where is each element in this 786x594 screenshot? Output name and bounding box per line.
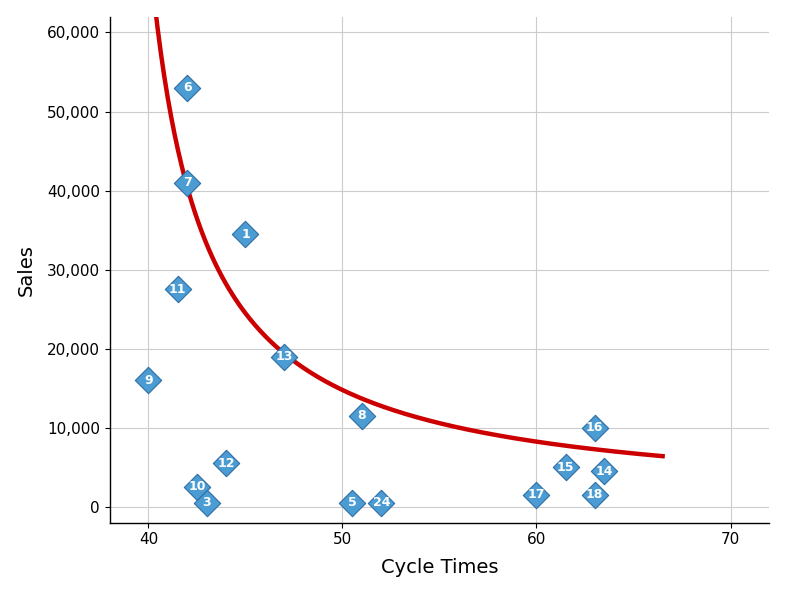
Point (589, 423, 601, 432)
Point (181, 83, 193, 93)
Text: 15: 15 (556, 461, 575, 473)
Point (200, 498, 213, 507)
Point (278, 352, 291, 361)
Text: 12: 12 (217, 457, 235, 470)
Point (531, 490, 543, 500)
Text: 8: 8 (358, 409, 366, 422)
Text: 18: 18 (586, 488, 604, 501)
Text: 16: 16 (586, 421, 604, 434)
Text: 7: 7 (183, 176, 192, 189)
Text: 5: 5 (347, 496, 357, 509)
Point (239, 229, 252, 239)
Point (346, 498, 358, 507)
Point (181, 178, 193, 187)
Point (560, 462, 572, 472)
Point (375, 498, 387, 507)
Point (589, 490, 601, 500)
Text: 10: 10 (188, 481, 206, 494)
Point (191, 482, 204, 492)
Point (598, 466, 611, 476)
Y-axis label: Sales: Sales (17, 244, 35, 296)
Text: 17: 17 (527, 488, 545, 501)
Text: 24: 24 (373, 496, 390, 509)
Text: 9: 9 (144, 374, 152, 387)
Point (142, 375, 155, 385)
Point (355, 411, 368, 421)
Text: 6: 6 (183, 81, 192, 94)
Point (171, 285, 184, 294)
Point (220, 459, 233, 468)
Text: 14: 14 (596, 465, 613, 478)
X-axis label: Cycle Times: Cycle Times (380, 558, 498, 577)
Text: 13: 13 (276, 350, 293, 363)
Text: 3: 3 (202, 496, 211, 509)
Text: 11: 11 (169, 283, 186, 296)
Text: 1: 1 (241, 228, 250, 241)
